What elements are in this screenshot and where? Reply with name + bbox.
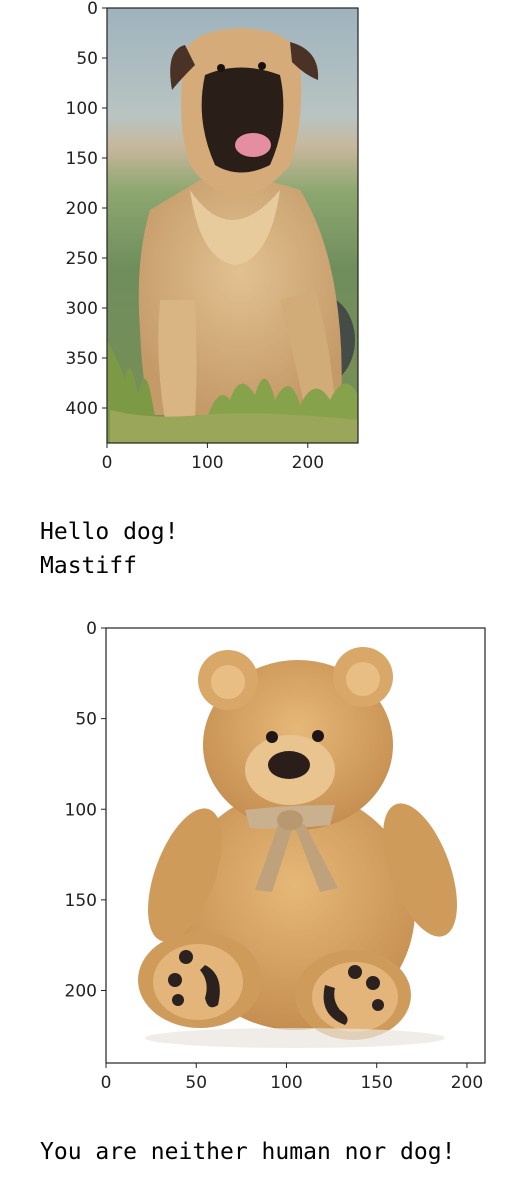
y-tick-label: 150 <box>65 891 97 911</box>
mastiff-photo <box>107 8 358 443</box>
x-tick-label: 50 <box>185 1073 207 1093</box>
teddy-figure: 0 50 100 150 200 0 50 100 150 200 <box>65 620 486 1093</box>
y-tick-label: 0 <box>87 0 98 19</box>
mastiff-figure: 0 50 100 150 200 250 300 350 400 0 100 200 <box>66 0 359 473</box>
y-tick-label: 150 <box>66 149 98 169</box>
y-tick-label: 200 <box>65 982 97 1002</box>
y-tick-label: 400 <box>66 399 98 419</box>
x-tick-label: 100 <box>191 453 223 473</box>
y-tick-label: 100 <box>65 800 97 820</box>
mastiff-axes-frame <box>106 7 359 444</box>
y-tick-label: 50 <box>75 710 97 730</box>
y-tick-label: 300 <box>66 299 98 319</box>
y-tick-label: 0 <box>86 620 97 639</box>
breed-line: Mastiff <box>40 553 137 579</box>
x-tick-label: 0 <box>101 1073 112 1093</box>
x-tick-label: 200 <box>451 1073 483 1093</box>
y-tick-label: 50 <box>76 49 98 69</box>
y-tick-label: 250 <box>66 249 98 269</box>
x-tick-label: 150 <box>360 1073 392 1093</box>
y-tick-label: 200 <box>66 199 98 219</box>
verdict-line: You are neither human nor dog! <box>40 1139 456 1165</box>
y-tick-label: 100 <box>66 99 98 119</box>
mastiff-x-ticks: 0 100 200 <box>102 443 324 473</box>
teddy-x-ticks: 0 50 100 150 200 <box>101 1063 483 1093</box>
x-tick-label: 200 <box>292 453 324 473</box>
teddy-output: You are neither human nor dog! <box>40 1135 455 1169</box>
greeting-line: Hello dog! <box>40 519 179 545</box>
teddy-axes-frame <box>105 627 486 1064</box>
mastiff-output: Hello dog! Mastiff <box>40 515 178 583</box>
y-tick-label: 350 <box>66 349 98 369</box>
x-tick-label: 100 <box>270 1073 302 1093</box>
x-tick-label: 0 <box>102 453 113 473</box>
teddy-photo <box>106 628 485 1063</box>
mastiff-y-ticks: 0 50 100 150 200 250 300 350 400 <box>66 0 107 419</box>
teddy-y-ticks: 0 50 100 150 200 <box>65 620 106 1002</box>
